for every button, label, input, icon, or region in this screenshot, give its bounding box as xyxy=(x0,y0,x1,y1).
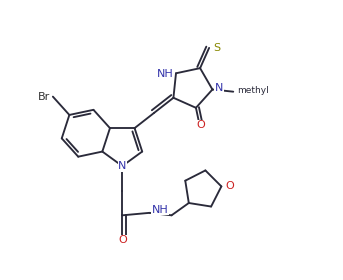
Text: O: O xyxy=(196,120,205,130)
Text: O: O xyxy=(118,235,127,245)
Text: O: O xyxy=(225,181,234,191)
Text: N: N xyxy=(118,161,127,171)
Text: Br: Br xyxy=(37,92,50,102)
Text: S: S xyxy=(213,43,220,53)
Text: N: N xyxy=(215,83,223,93)
Text: NH: NH xyxy=(152,205,168,215)
Text: methyl: methyl xyxy=(237,86,269,95)
Text: NH: NH xyxy=(157,69,174,79)
